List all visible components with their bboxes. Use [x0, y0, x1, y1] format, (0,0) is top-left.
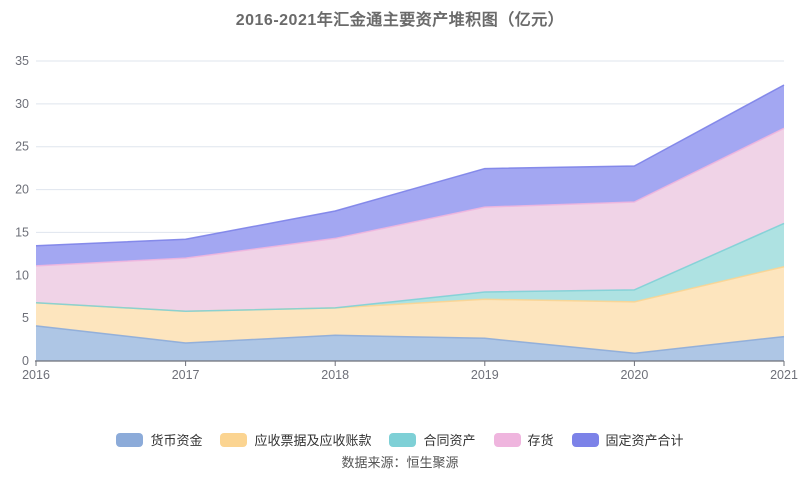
y-axis-label-35: 35: [15, 54, 29, 68]
legend-label: 合同资产: [423, 433, 476, 448]
legend-swatch-icon: [493, 432, 521, 447]
y-axis-label-30: 30: [15, 97, 29, 111]
y-axis-label-0: 0: [22, 354, 29, 368]
area-series-4: [36, 85, 784, 266]
legend-item-4[interactable]: 固定资产合计: [571, 430, 684, 449]
legend-item-2[interactable]: 合同资产: [389, 430, 476, 449]
x-axis-label-2017: 2017: [172, 368, 200, 382]
x-axis-label-2020: 2020: [620, 368, 648, 382]
legend-swatch-icon: [389, 432, 417, 447]
legend-swatch-icon: [571, 432, 599, 447]
line-series-4: [35, 84, 785, 247]
legend-swatch-icon: [116, 432, 144, 447]
chart-title: 2016-2021年汇金通主要资产堆积图（亿元）: [235, 12, 565, 29]
legend-swatch-icon: [220, 432, 248, 447]
line-series-3: [35, 127, 785, 267]
legend-item-0[interactable]: 货币资金: [116, 430, 202, 449]
x-axis-label-2016: 2016: [22, 368, 50, 382]
stacked-area-chart[interactable]: 0 5 10 15 20 25 30 35 2016 2017 2018 2019 2020 2021: [0, 0, 800, 400]
line-series-2: [35, 222, 785, 313]
y-axis-label-10: 10: [15, 268, 29, 282]
y-axis-label-15: 15: [15, 225, 29, 239]
x-axis-label-2019: 2019: [471, 368, 499, 382]
y-axis-label-20: 20: [15, 183, 29, 197]
data-source-note: 数据来源：恒生聚源: [341, 455, 459, 470]
y-axis-label-5: 5: [22, 311, 29, 325]
x-axis-label-2021: 2021: [770, 368, 798, 382]
y-axis-label-25: 25: [15, 140, 29, 154]
legend-label: 固定资产合计: [605, 433, 684, 448]
area-series-0: [36, 325, 784, 361]
chart-legend: 货币资金 应收票据及应收账款 合同资产 存货 固定资产合计: [0, 430, 800, 449]
line-series-0: [35, 325, 785, 355]
area-series-1: [36, 266, 784, 354]
legend-label: 应收票据及应收账款: [254, 433, 372, 448]
x-axis-label-2018: 2018: [321, 368, 349, 382]
legend-label: 存货: [527, 433, 554, 448]
area-series-3: [36, 128, 784, 312]
legend-item-1[interactable]: 应收票据及应收账款: [220, 430, 371, 449]
legend-item-3[interactable]: 存货: [493, 430, 554, 449]
legend-label: 货币资金: [150, 433, 203, 448]
